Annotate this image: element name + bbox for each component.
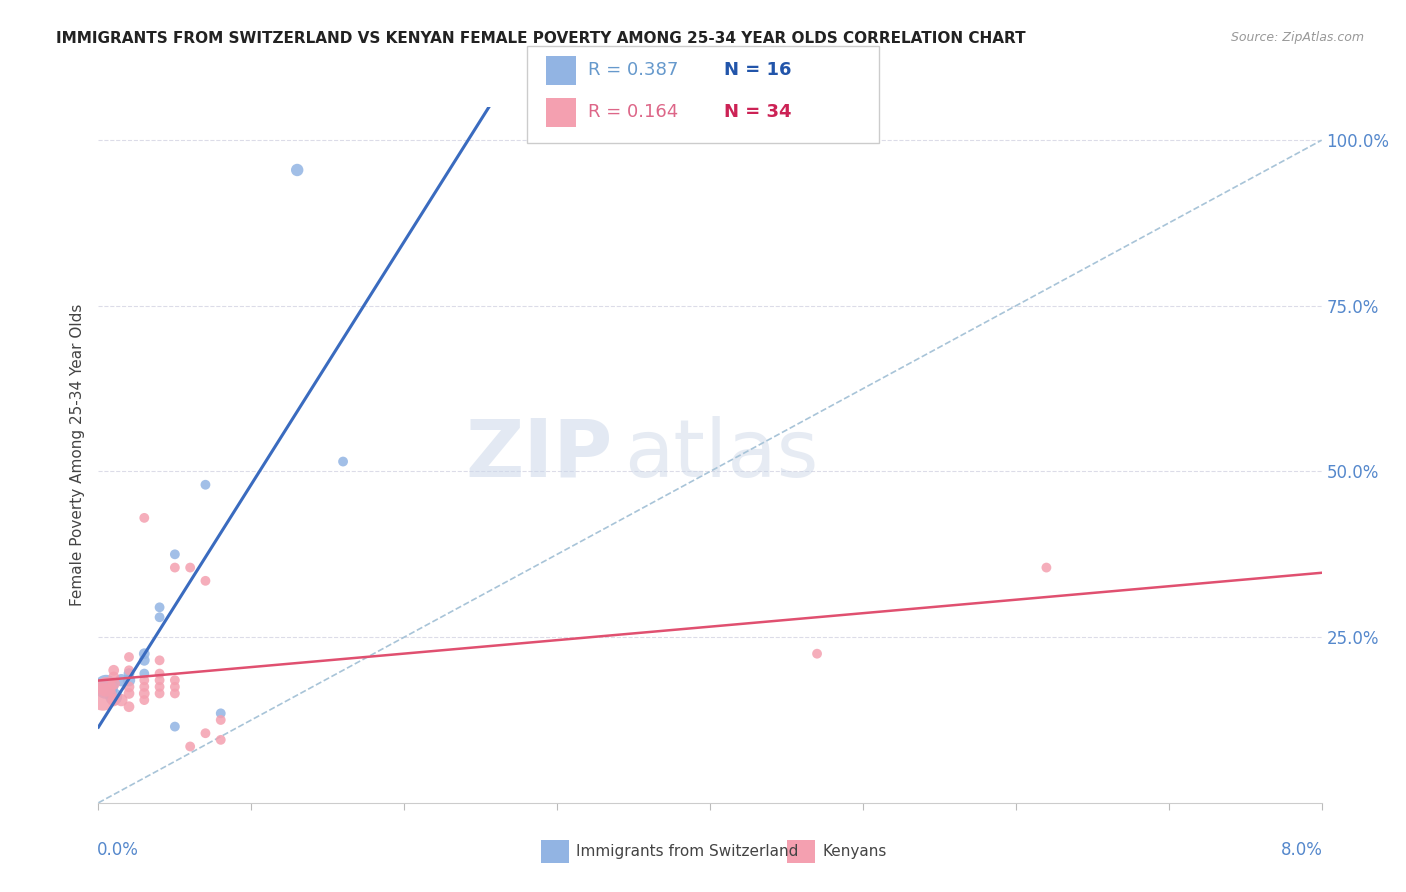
- Point: [149, 680, 172, 694]
- Point: [163, 720, 186, 734]
- Point: [179, 739, 201, 754]
- Text: R = 0.387: R = 0.387: [588, 62, 678, 79]
- Point: [149, 600, 172, 615]
- Text: Immigrants from Switzerland: Immigrants from Switzerland: [576, 845, 799, 859]
- Point: [149, 686, 172, 700]
- Point: [134, 693, 156, 707]
- Point: [149, 653, 172, 667]
- Point: [110, 693, 132, 707]
- Point: [134, 511, 156, 525]
- Point: [332, 454, 354, 468]
- Point: [285, 163, 308, 178]
- Point: [209, 706, 232, 721]
- Text: N = 34: N = 34: [724, 103, 792, 121]
- Point: [149, 673, 172, 688]
- Point: [118, 663, 141, 677]
- Point: [163, 680, 186, 694]
- Point: [94, 680, 117, 694]
- Point: [1035, 560, 1057, 574]
- Point: [149, 610, 172, 624]
- Point: [91, 690, 114, 704]
- Point: [134, 653, 156, 667]
- Text: atlas: atlas: [624, 416, 818, 494]
- Point: [209, 732, 232, 747]
- Point: [118, 666, 141, 681]
- Point: [163, 547, 186, 561]
- Point: [134, 647, 156, 661]
- Point: [163, 686, 186, 700]
- Text: IMMIGRANTS FROM SWITZERLAND VS KENYAN FEMALE POVERTY AMONG 25-34 YEAR OLDS CORRE: IMMIGRANTS FROM SWITZERLAND VS KENYAN FE…: [56, 31, 1026, 46]
- Point: [163, 673, 186, 688]
- Point: [110, 673, 132, 688]
- Point: [194, 477, 217, 491]
- Point: [103, 676, 125, 690]
- Point: [163, 560, 186, 574]
- Point: [103, 663, 125, 677]
- Point: [134, 680, 156, 694]
- Point: [103, 670, 125, 684]
- Point: [118, 699, 141, 714]
- Point: [806, 647, 828, 661]
- Text: Kenyans: Kenyans: [823, 845, 887, 859]
- Y-axis label: Female Poverty Among 25-34 Year Olds: Female Poverty Among 25-34 Year Olds: [69, 304, 84, 606]
- Point: [103, 690, 125, 704]
- Point: [118, 680, 141, 694]
- Point: [103, 693, 125, 707]
- Point: [209, 713, 232, 727]
- Point: [194, 574, 217, 588]
- Point: [118, 686, 141, 700]
- Text: R = 0.164: R = 0.164: [588, 103, 678, 121]
- Text: Source: ZipAtlas.com: Source: ZipAtlas.com: [1230, 31, 1364, 45]
- Point: [94, 680, 117, 694]
- Point: [194, 726, 217, 740]
- Text: ZIP: ZIP: [465, 416, 612, 494]
- Point: [149, 666, 172, 681]
- Point: [118, 650, 141, 665]
- Text: 8.0%: 8.0%: [1281, 841, 1323, 859]
- Point: [134, 666, 156, 681]
- Point: [118, 673, 141, 688]
- Text: 0.0%: 0.0%: [97, 841, 139, 859]
- Point: [134, 686, 156, 700]
- Text: N = 16: N = 16: [724, 62, 792, 79]
- Point: [179, 560, 201, 574]
- Point: [134, 673, 156, 688]
